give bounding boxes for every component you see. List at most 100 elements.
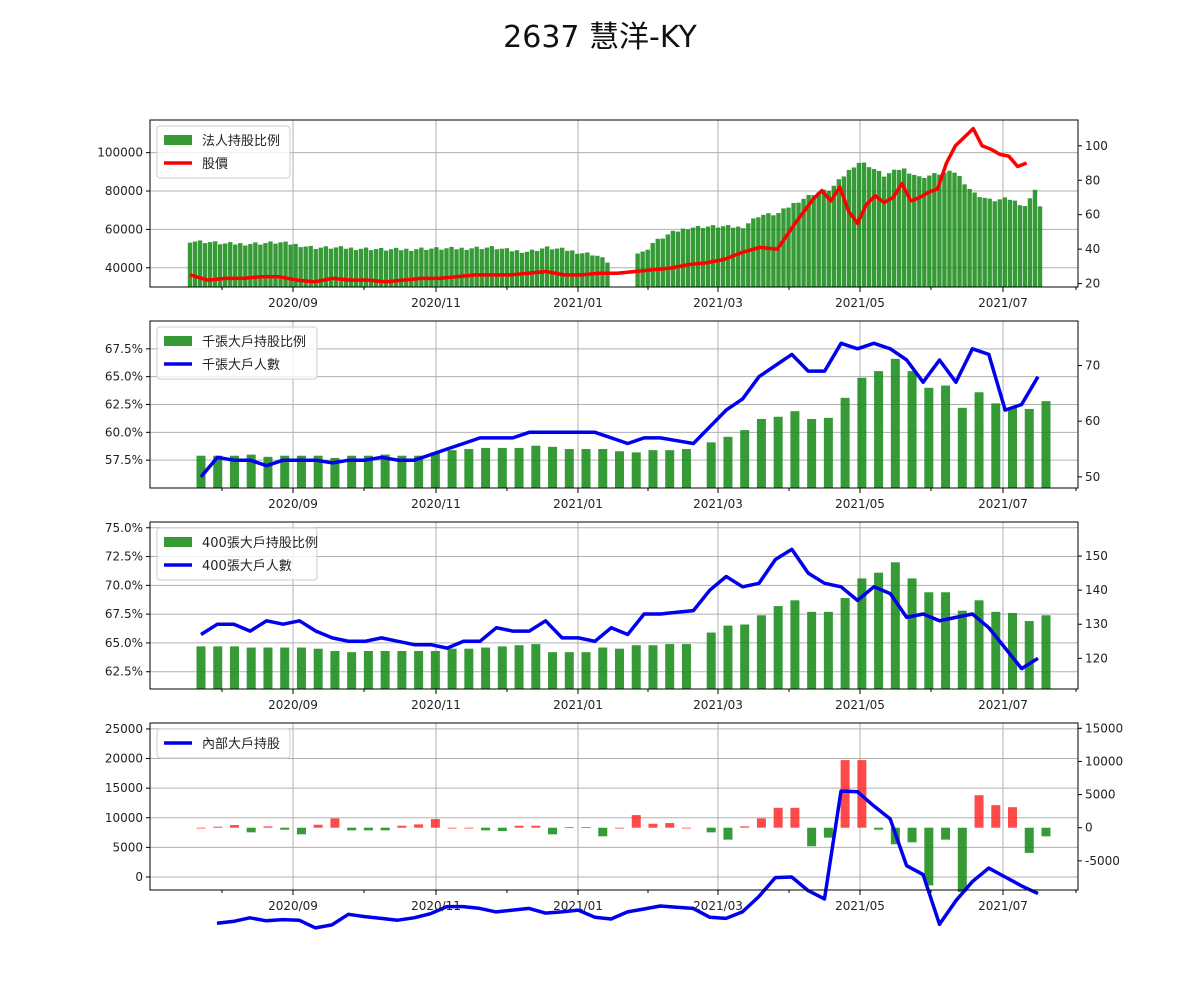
bar	[982, 197, 987, 287]
bar	[991, 805, 1001, 828]
bar	[974, 795, 984, 828]
bar	[429, 248, 434, 287]
left-tick-label: 70.0%	[105, 578, 143, 592]
bar	[380, 454, 390, 488]
bar	[648, 450, 658, 488]
bar	[246, 647, 256, 689]
bar	[681, 449, 691, 488]
bar	[273, 243, 278, 287]
bar	[861, 162, 867, 287]
bar	[388, 249, 394, 287]
bar	[330, 457, 340, 488]
bar	[670, 230, 676, 287]
left-tick-label: 5000	[112, 840, 143, 854]
bar	[531, 445, 541, 488]
panel-frame	[149, 119, 1079, 288]
bar	[397, 455, 407, 488]
bar	[660, 238, 665, 287]
bar	[590, 255, 595, 287]
bar	[972, 192, 977, 287]
panel-2-marks	[196, 341, 1051, 488]
bar	[454, 249, 459, 287]
bar	[447, 827, 457, 829]
bar	[937, 174, 942, 287]
bar	[1012, 200, 1018, 287]
bar	[851, 167, 857, 287]
bar	[840, 397, 850, 488]
bar	[598, 449, 608, 488]
bar	[283, 241, 288, 287]
bar	[761, 214, 766, 287]
bar	[323, 246, 328, 287]
left-tick-label: 10000	[105, 811, 143, 825]
bar	[723, 625, 733, 689]
bar	[434, 247, 439, 287]
right-tick-label: 100	[1085, 139, 1108, 153]
bar	[992, 201, 997, 287]
bar	[874, 827, 884, 830]
legend-label: 千張大戶人數	[202, 358, 280, 373]
bar	[263, 647, 273, 689]
bar	[598, 647, 608, 689]
series-line	[189, 126, 1028, 284]
bar	[595, 255, 600, 287]
bar	[695, 225, 701, 287]
bar	[823, 417, 833, 488]
x-tick-label: 2021/01	[553, 296, 603, 310]
bar	[243, 245, 248, 287]
bar	[313, 648, 323, 689]
bar	[347, 827, 357, 831]
legend-bar-swatch	[164, 135, 192, 145]
bar	[394, 247, 399, 287]
bar	[766, 213, 771, 287]
right-tick-label: 130	[1085, 617, 1108, 631]
bar	[213, 646, 223, 689]
left-tick-label: 62.5%	[105, 665, 143, 679]
left-tick-label: 60.0%	[105, 425, 143, 439]
bar	[333, 247, 339, 287]
bar	[424, 249, 429, 287]
bar	[631, 815, 641, 828]
x-tick-label: 2021/01	[553, 698, 603, 712]
bar	[645, 249, 650, 287]
bar	[957, 407, 967, 488]
bar	[650, 242, 655, 287]
left-tick-label: 25000	[105, 722, 143, 736]
bar	[781, 208, 786, 287]
bar	[720, 226, 726, 287]
x-tick-label: 2021/03	[693, 899, 743, 913]
panel-4-marks	[196, 760, 1051, 930]
x-tick-label: 2021/05	[835, 899, 885, 913]
bar	[559, 247, 565, 287]
bar	[330, 650, 340, 689]
bar	[977, 197, 982, 287]
bar	[481, 447, 491, 488]
bar	[907, 173, 912, 287]
bar	[464, 648, 474, 689]
bar	[414, 824, 424, 828]
panel-1-marks	[187, 126, 1043, 287]
bar	[841, 176, 847, 287]
right-tick-label: 150	[1085, 549, 1108, 563]
bar	[217, 244, 223, 287]
bar	[489, 246, 494, 287]
bar	[296, 647, 306, 689]
x-tick-label: 2021/05	[835, 698, 885, 712]
bar	[358, 248, 364, 287]
x-tick-label: 2020/09	[268, 698, 318, 712]
bar	[439, 249, 444, 287]
bar	[942, 172, 947, 287]
bar	[791, 202, 796, 287]
bar	[581, 449, 591, 488]
bar	[514, 825, 524, 828]
bar	[665, 644, 675, 689]
x-tick-label: 2021/07	[978, 899, 1028, 913]
bar	[680, 228, 686, 287]
bar	[840, 760, 850, 828]
bar	[373, 249, 379, 287]
bar	[196, 827, 206, 829]
bar	[890, 358, 900, 488]
bar	[414, 249, 419, 287]
right-tick-label: 10000	[1085, 754, 1123, 768]
left-tick-label: 100000	[97, 146, 143, 160]
